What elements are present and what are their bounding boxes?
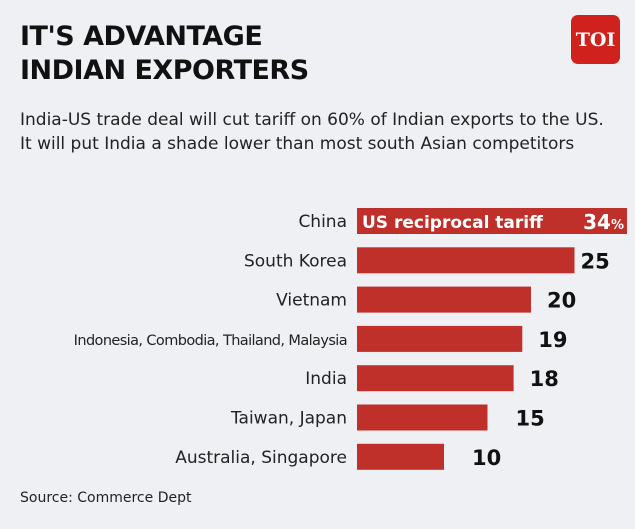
series-label: US reciprocal tariff [362,213,543,233]
category-label: Australia, Singapore [175,448,347,468]
toi-logo: TOI [571,15,620,64]
category-label: Indonesia, Combodia, Thailand, Malaysia [74,333,347,349]
bar [357,404,488,431]
bar [357,247,575,274]
chart-subtitle: India-US trade deal will cut tariff on 6… [20,110,604,154]
bar [357,365,514,392]
category-label: Vietnam [276,291,347,311]
value-label: 10 [472,446,501,470]
value-label: 25 [581,249,610,273]
value-label: 34% [583,210,624,234]
category-label: South Korea [244,251,347,271]
value-label: 15 [516,407,545,431]
bar [357,208,627,234]
category-label: China [298,212,347,232]
value-label: 19 [538,328,567,352]
bar [357,325,523,352]
value-label: 20 [547,289,576,313]
bar [357,443,444,470]
category-label: Taiwan, Japan [230,409,347,429]
category-label: India [305,369,347,389]
value-label: 18 [530,367,559,391]
source-note: Source: Commerce Dept [20,490,192,506]
chart-title: IT'S ADVANTAGE INDIAN EXPORTERS [20,21,309,86]
bar [357,286,531,313]
